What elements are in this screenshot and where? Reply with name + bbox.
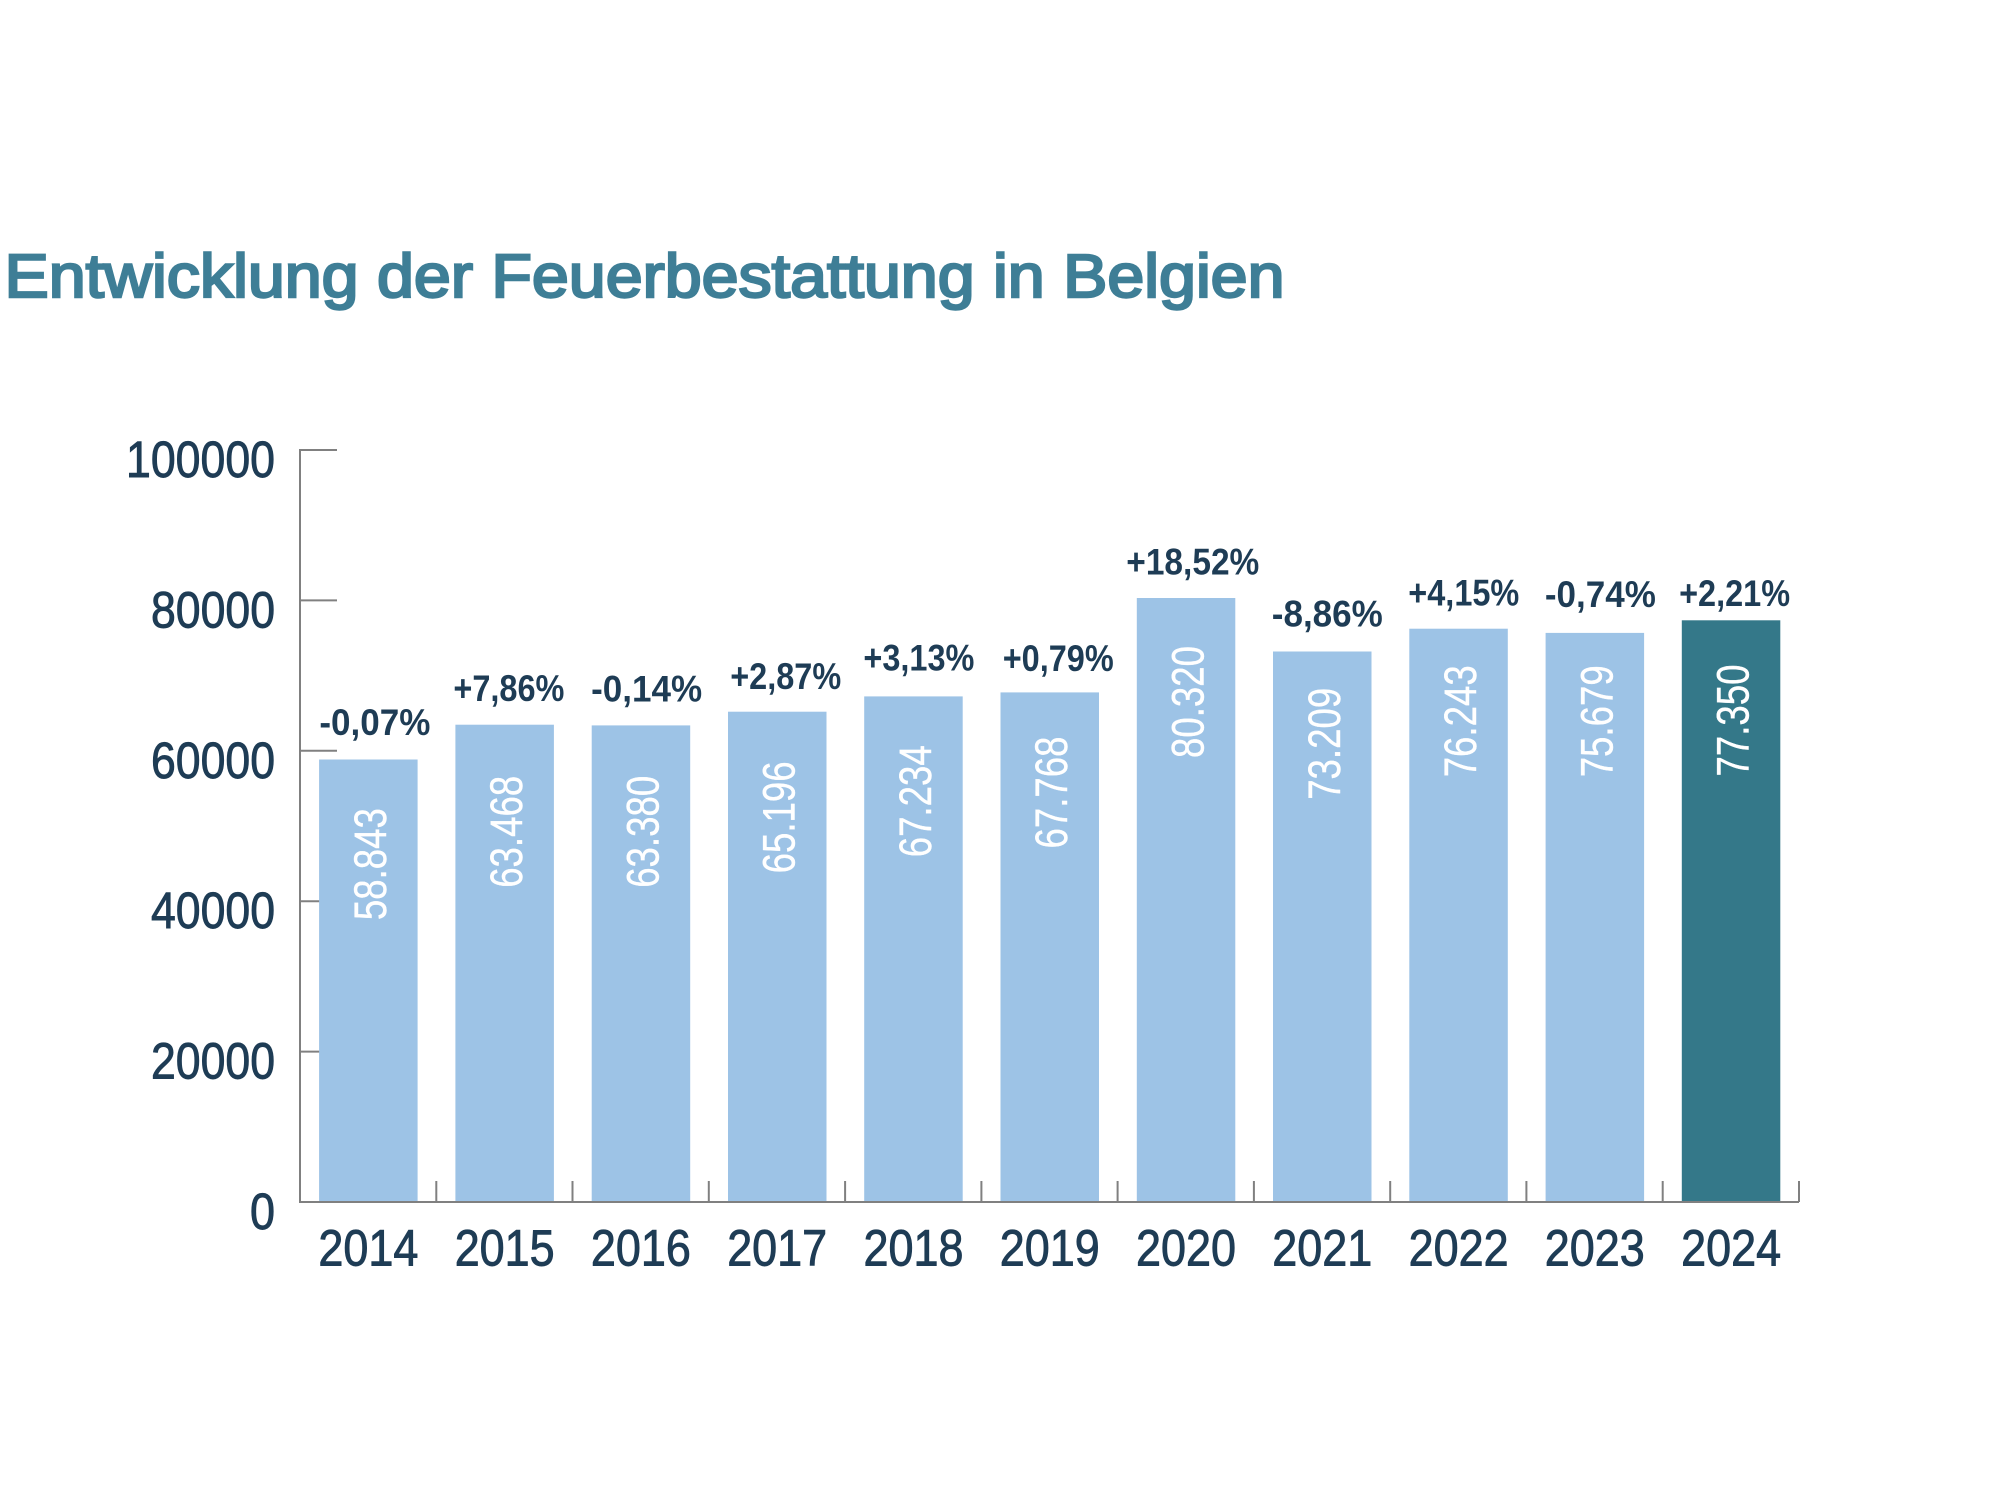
svg-text:65.196: 65.196: [754, 761, 805, 873]
svg-text:-0,74%: -0,74%: [1545, 574, 1656, 615]
svg-text:20000: 20000: [151, 1033, 275, 1090]
svg-text:80.320: 80.320: [1163, 646, 1214, 758]
svg-text:80000: 80000: [151, 581, 275, 638]
svg-text:+4,15%: +4,15%: [1408, 573, 1519, 614]
svg-text:0: 0: [250, 1183, 275, 1240]
svg-text:100000: 100000: [126, 431, 275, 488]
svg-text:2016: 2016: [591, 1220, 691, 1277]
svg-text:+2,87%: +2,87%: [730, 656, 841, 697]
svg-text:2024: 2024: [1681, 1220, 1781, 1277]
svg-text:+18,52%: +18,52%: [1126, 542, 1259, 583]
svg-text:75.679: 75.679: [1571, 665, 1622, 777]
svg-text:2023: 2023: [1545, 1220, 1645, 1277]
svg-text:Entwicklung der Feuerbestattun: Entwicklung der Feuerbestattung in Belgi…: [5, 242, 1285, 310]
svg-text:77.350: 77.350: [1708, 665, 1759, 777]
svg-text:+0,79%: +0,79%: [1003, 638, 1114, 679]
svg-text:63.380: 63.380: [617, 776, 668, 888]
svg-text:+7,86%: +7,86%: [453, 668, 564, 709]
svg-text:58.843: 58.843: [345, 808, 396, 920]
svg-text:-0,07%: -0,07%: [319, 702, 430, 743]
svg-text:+3,13%: +3,13%: [863, 638, 974, 679]
svg-text:73.209: 73.209: [1299, 688, 1350, 800]
svg-text:2020: 2020: [1136, 1220, 1236, 1277]
svg-text:63.468: 63.468: [481, 776, 532, 888]
svg-text:2014: 2014: [318, 1220, 418, 1277]
svg-text:-0,14%: -0,14%: [591, 668, 702, 709]
svg-text:2017: 2017: [727, 1220, 827, 1277]
svg-text:2022: 2022: [1409, 1220, 1509, 1277]
svg-text:2019: 2019: [1000, 1220, 1100, 1277]
svg-text:2015: 2015: [455, 1220, 555, 1277]
svg-text:76.243: 76.243: [1435, 665, 1486, 777]
svg-text:+2,21%: +2,21%: [1679, 573, 1790, 614]
svg-text:67.234: 67.234: [890, 745, 941, 857]
svg-text:2018: 2018: [864, 1220, 964, 1277]
svg-text:2021: 2021: [1272, 1220, 1372, 1277]
svg-text:60000: 60000: [151, 732, 275, 789]
svg-text:67.768: 67.768: [1026, 737, 1077, 849]
svg-text:-8,86%: -8,86%: [1272, 594, 1383, 635]
svg-text:40000: 40000: [151, 882, 275, 939]
